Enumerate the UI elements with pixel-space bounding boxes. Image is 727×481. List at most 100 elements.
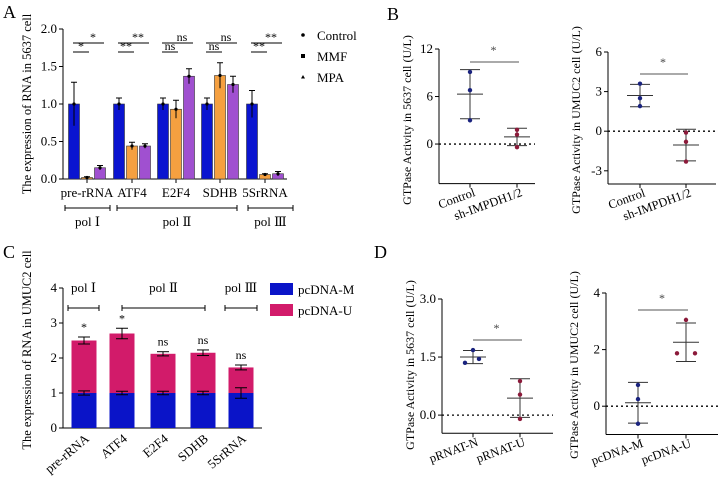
y-tick-label: 3.0 [420, 291, 436, 306]
data-point [683, 139, 689, 144]
y-tick-label: 2.0 [41, 21, 57, 36]
y-tick-label: 3 [596, 84, 603, 99]
data-point [218, 73, 222, 78]
y-tick-label: 0 [51, 420, 58, 435]
data-point [231, 82, 235, 87]
legend-marker-triangle [301, 75, 305, 79]
significance-label: * [494, 321, 500, 335]
bar-control [157, 103, 169, 180]
y-tick-label: 1 [51, 385, 58, 400]
x-tick-label: E2F4 [162, 185, 191, 200]
bar-pcdna-m [190, 393, 216, 428]
x-tick-label: pRNAT-U [474, 435, 527, 466]
panel-label-d: D [374, 242, 387, 262]
y-tick-label: 1.5 [420, 349, 436, 364]
data-point [637, 96, 643, 101]
y-tick-label: 12 [420, 41, 433, 56]
bar-mmf [126, 145, 138, 180]
legend-label: pcDNA-M [298, 282, 355, 297]
bar-mpa [183, 75, 195, 180]
data-point [683, 159, 689, 164]
y-tick-label: 1.5 [41, 59, 57, 74]
significance-label: ns [165, 39, 176, 53]
bar-pcdna-m [71, 393, 97, 428]
y-tick-label: 1.0 [41, 96, 57, 111]
data-point [85, 175, 89, 180]
legend-label: MPA [317, 70, 345, 85]
significance-label: * [78, 39, 84, 53]
data-point [674, 351, 680, 356]
y-axis-label: GTPase Activity in 5637 cell (U/L) [403, 280, 417, 450]
group-label: pol Ⅲ [225, 280, 257, 295]
x-tick-label: pre-rRNA [42, 430, 92, 476]
data-point [514, 145, 520, 150]
x-tick-label: SDHB [203, 185, 238, 200]
data-point [683, 130, 689, 135]
legend-marker-circle [301, 33, 305, 37]
data-point [637, 103, 643, 109]
y-tick-label: 6 [596, 44, 603, 59]
data-point [467, 87, 473, 93]
data-point [637, 81, 643, 86]
legend-marker-square [301, 54, 305, 58]
data-point [161, 102, 165, 106]
bar-control [201, 103, 213, 180]
bar-pcdna-m [109, 393, 135, 428]
legend-label: Control [317, 28, 357, 43]
group-label: pol Ⅰ [75, 214, 100, 229]
y-axis-label: The expression of RNA in UMUC2 cell [20, 250, 34, 450]
group-label: pol Ⅱ [163, 214, 192, 229]
data-point [205, 102, 209, 106]
significance-label: ** [253, 39, 265, 53]
y-axis-label: GTPase Activity in UMUC2 cell (U/L) [567, 271, 581, 459]
significance-label: * [660, 55, 666, 69]
legend-label: MMF [317, 49, 347, 64]
significance-label: ns [221, 30, 232, 44]
data-point [263, 172, 267, 177]
bar-mmf [170, 108, 182, 180]
significance-label: ns [236, 348, 247, 362]
data-point [517, 392, 523, 397]
y-tick-label: 4 [51, 280, 58, 295]
legend-label: pcDNA-U [298, 303, 353, 318]
data-point [692, 351, 698, 356]
data-point [514, 132, 520, 137]
y-tick-label: 0 [596, 123, 603, 138]
data-point [683, 317, 689, 323]
bar-pcdna-m [150, 393, 176, 428]
legend-swatch [270, 304, 293, 316]
data-point [250, 102, 254, 106]
x-tick-label: pcDNA-U [639, 436, 693, 467]
y-tick-label: 3 [51, 315, 58, 330]
x-tick-label: ATF4 [98, 430, 131, 461]
bar-pcdna-u [71, 340, 97, 393]
bar-mmf [214, 75, 226, 180]
x-tick-label: 5SrRNA [242, 185, 288, 200]
y-axis-label: GTPase Activity in 5637 cell (U/L) [400, 35, 414, 205]
bar-pcdna-m [228, 393, 254, 428]
y-tick-label: -3 [591, 163, 602, 178]
y-tick-label: 0 [594, 398, 601, 413]
x-tick-label: pRNAT-N [427, 435, 480, 466]
significance-label: * [90, 30, 96, 44]
y-tick-label: 0.0 [41, 171, 57, 186]
panel-label-a: A [3, 2, 16, 22]
data-point [130, 144, 134, 148]
data-point [143, 144, 147, 148]
significance-label: ns [177, 30, 188, 44]
group-label: pol Ⅰ [71, 280, 96, 295]
data-point [98, 166, 102, 170]
x-tick-label: E2F4 [140, 430, 172, 460]
data-point [467, 118, 473, 123]
significance-label: * [659, 291, 665, 305]
x-tick-label: ATF4 [117, 185, 147, 200]
significance-label: ns [158, 335, 169, 349]
data-point [467, 69, 473, 75]
significance-label: ** [120, 39, 132, 53]
significance-label: * [119, 311, 125, 325]
bar-mpa [227, 84, 239, 180]
y-tick-label: 2 [594, 342, 601, 357]
data-point [117, 102, 121, 106]
group-label: pol Ⅲ [254, 214, 286, 229]
data-point [187, 74, 191, 78]
